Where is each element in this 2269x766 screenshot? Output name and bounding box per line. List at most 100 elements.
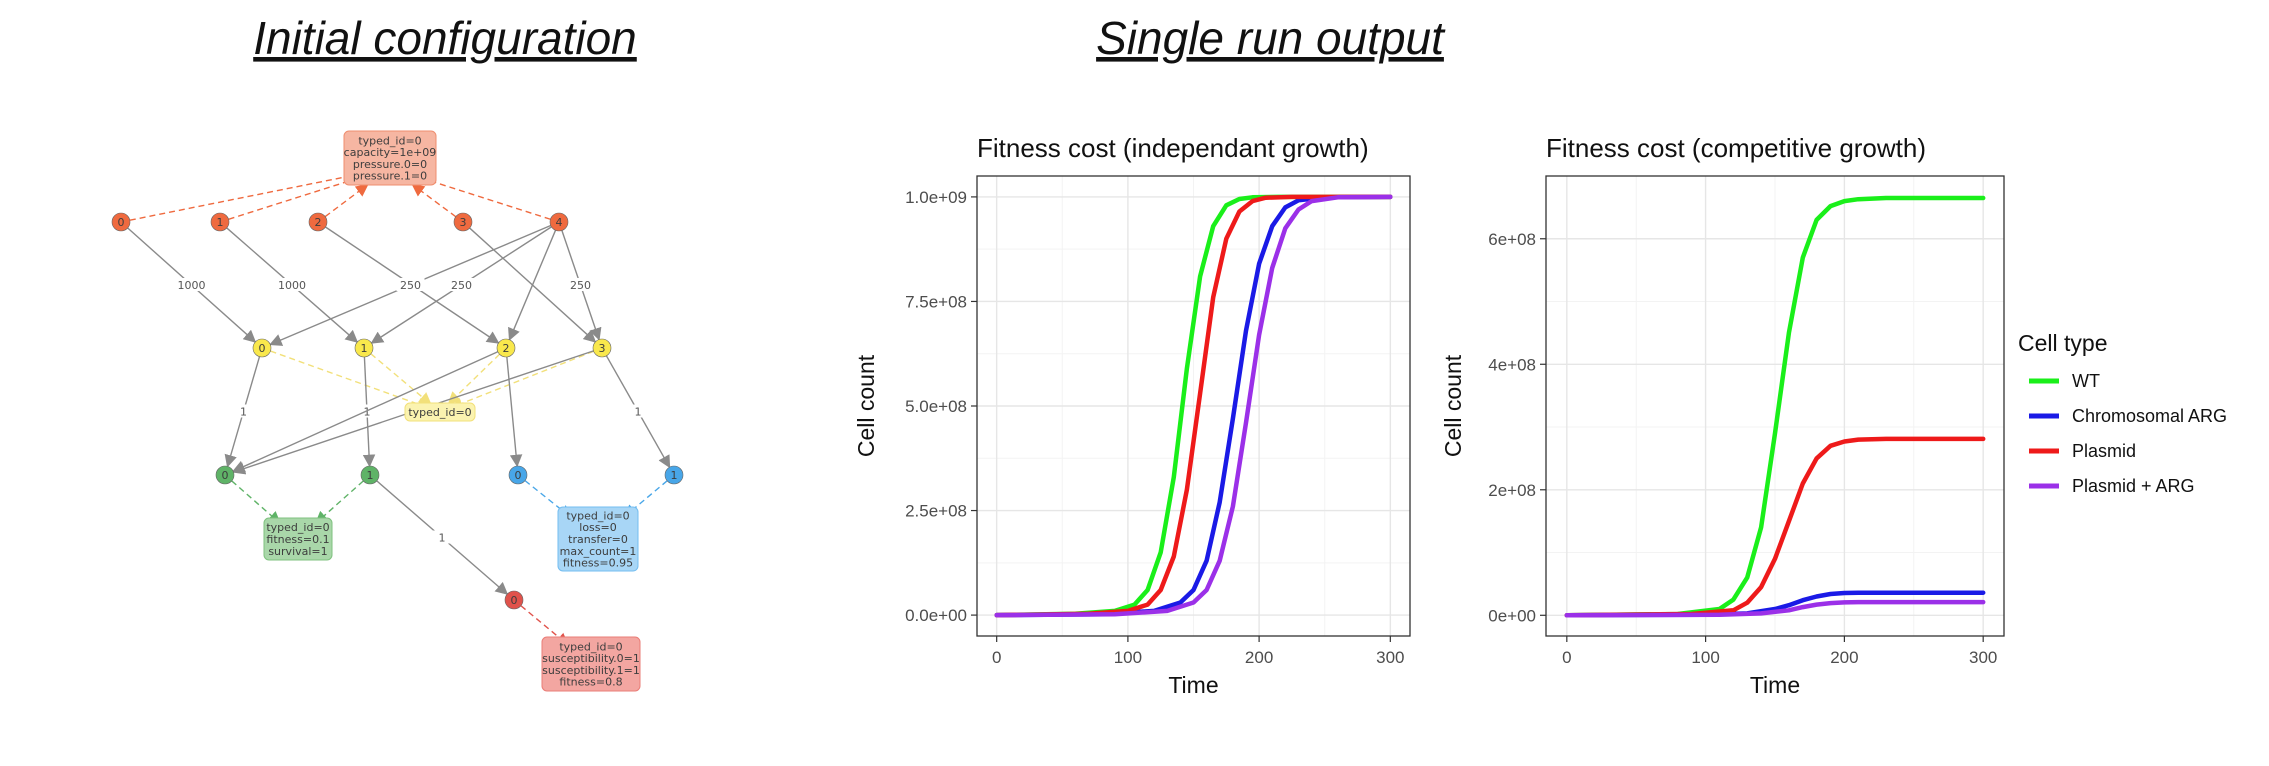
attribute-line: pressure.0=0 [353, 158, 427, 171]
legend-item-plasmid: Plasmid [2029, 441, 2136, 461]
attribute-line: typed_id=0 [358, 134, 421, 147]
node-circle [354, 338, 374, 358]
y-tick-label: 0.0e+00 [905, 606, 967, 625]
attribute-line: max_count=1 [560, 545, 637, 558]
node-circle [252, 338, 272, 358]
attribute-line: typed_id=0 [408, 406, 471, 419]
node-o0: 0 [111, 212, 131, 232]
node-label: 4 [556, 216, 563, 229]
edge-weight-label: 1000 [178, 279, 206, 292]
heading-single-run-output: Single run output [1096, 12, 1446, 64]
node-label: 3 [599, 342, 606, 355]
node-circle [549, 212, 569, 232]
node-label: 1 [361, 342, 368, 355]
node-label: 1 [217, 216, 224, 229]
edge-label-background [278, 278, 306, 291]
series-line-wt [994, 194, 1393, 618]
y-tick-label: 2e+08 [1488, 481, 1536, 500]
chart-title: Fitness cost (competitive growth) [1546, 133, 1926, 163]
series-line-wt [1564, 195, 1986, 618]
edge-to-green-box [314, 480, 364, 524]
node-g1: 1 [360, 465, 380, 485]
edge-weight-label: 1 [439, 532, 446, 545]
node-label: 0 [259, 342, 266, 355]
attribute-line: pressure.1=0 [353, 170, 427, 183]
heading-initial-configuration: Initial configuration [253, 12, 637, 64]
legend-label: Chromosomal ARG [2072, 406, 2227, 426]
x-tick-label: 0 [992, 648, 1001, 667]
y-tick-label: 0e+00 [1488, 606, 1536, 625]
legend-label: Plasmid + ARG [2072, 476, 2195, 496]
node-circle [210, 212, 230, 232]
y-tick-label: 2.5e+08 [905, 502, 967, 521]
attribute-line: typed_id=0 [559, 640, 622, 653]
edge-label-background [177, 278, 206, 291]
legend-label: Plasmid [2072, 441, 2136, 461]
plot-border [976, 175, 1411, 637]
attribute-box-red: typed_id=0susceptibility.0=1susceptibili… [541, 636, 641, 692]
attribute-line: fitness=0.8 [559, 676, 622, 689]
node-circle [496, 338, 516, 358]
attribute-line: loss=0 [579, 521, 616, 534]
attribute-line: capacity=1e+09 [344, 146, 437, 159]
node-circle [508, 465, 528, 485]
edge-y2-g0 [232, 351, 499, 473]
x-tick-label: 0 [1562, 648, 1571, 667]
configuration-diagram: 10001000250250250250111101234012301010ty… [111, 130, 684, 692]
edge-to-yellow-box [447, 353, 501, 405]
attribute-line: transfer=0 [568, 533, 628, 546]
edge-label-background [566, 278, 595, 291]
edge-weight-label: 250 [400, 279, 421, 292]
y-tick-label: 5.0e+08 [905, 397, 967, 416]
edge-weight-label: 1 [364, 406, 371, 419]
edge-to-environment [411, 183, 457, 218]
legend-item-wt: WT [2029, 371, 2100, 391]
edge-weight-label: 250 [451, 279, 472, 292]
node-circle [111, 212, 131, 232]
plot-border [1545, 175, 2005, 637]
x-tick-label: 100 [1691, 648, 1719, 667]
series-line-plasmid-arg [994, 194, 1393, 618]
edge-to-environment [415, 173, 551, 220]
node-y3: 3 [592, 338, 612, 358]
attribute-line: typed_id=0 [566, 509, 629, 522]
node-g0: 0 [215, 465, 235, 485]
chart-title: Fitness cost (independant growth) [977, 133, 1369, 163]
node-y0: 0 [252, 338, 272, 358]
attribute-line: fitness=0.1 [266, 533, 329, 546]
attribute-box-env: typed_id=0capacity=1e+09pressure.0=0pres… [343, 130, 437, 186]
legend-label: WT [2072, 371, 2100, 391]
x-tick-label: 200 [1245, 648, 1273, 667]
x-tick-label: 200 [1830, 648, 1858, 667]
node-r0: 0 [504, 590, 524, 610]
node-label: 1 [367, 469, 374, 482]
attribute-box [404, 402, 476, 422]
x-tick-label: 300 [1376, 648, 1404, 667]
node-circle [308, 212, 328, 232]
attribute-line: fitness=0.95 [563, 557, 633, 570]
edge-label-background [229, 404, 258, 418]
legend: Cell type WT Chromosomal ARG Plasmid Pla… [2018, 330, 2227, 496]
y-tick-label: 7.5e+08 [905, 292, 967, 311]
node-label: 0 [515, 469, 522, 482]
node-circle [215, 465, 235, 485]
edge-y2-b0 [506, 356, 523, 468]
node-label: 3 [460, 216, 467, 229]
series-line-plasmid [1564, 436, 1986, 618]
node-o2: 2 [308, 212, 328, 232]
edge-to-environment [324, 184, 369, 218]
x-tick-label: 100 [1114, 648, 1142, 667]
edge-weight-label: 1000 [278, 279, 306, 292]
series-line-plasmid [994, 194, 1393, 618]
chart-independent-growth: 0 100 200 300 0.0e+00 2.5e+08 5.0e+08 7.5e+08 1.… [853, 133, 1411, 698]
edge-to-green-box [231, 480, 281, 525]
attribute-box-blu: typed_id=0loss=0transfer=0max_count=1fit… [557, 506, 639, 572]
edge-to-environment [228, 173, 365, 220]
node-circle [592, 338, 612, 358]
node-o3: 3 [453, 212, 473, 232]
node-circle [453, 212, 473, 232]
attribute-box [541, 636, 641, 692]
series-line-plasmid-arg [1564, 599, 1986, 618]
